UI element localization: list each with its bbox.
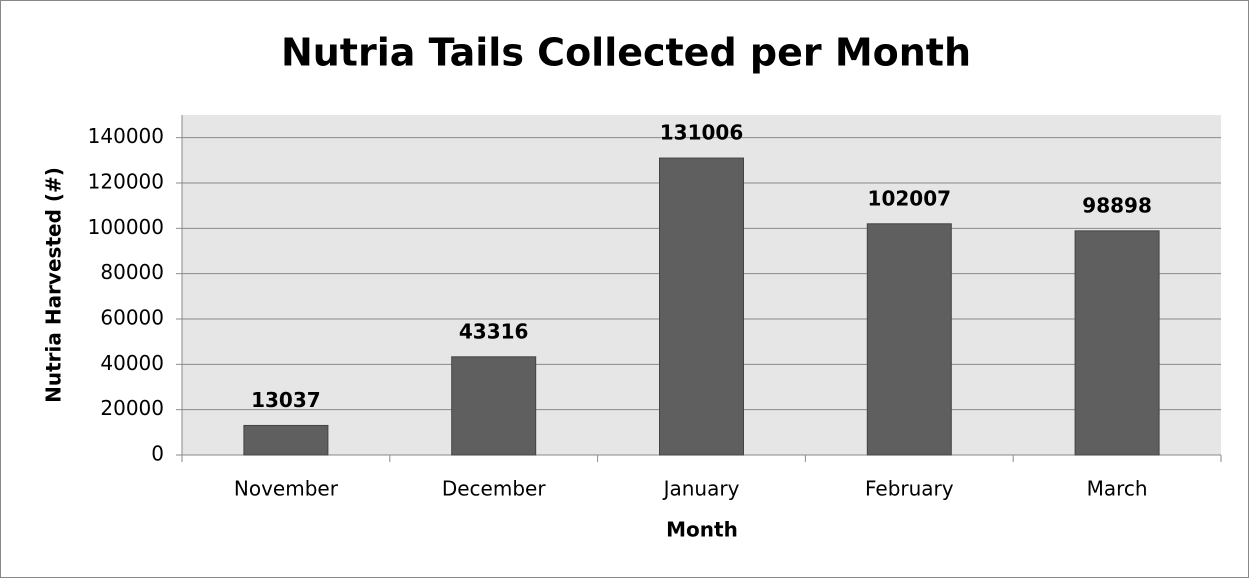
y-tick-label: 20000 bbox=[100, 396, 164, 420]
data-label: 43316 bbox=[459, 319, 529, 343]
y-tick-label: 40000 bbox=[100, 351, 164, 375]
data-label: 13037 bbox=[251, 388, 321, 412]
x-tick-label: December bbox=[442, 477, 546, 501]
y-tick-label: 120000 bbox=[88, 170, 164, 194]
y-tick-label: 0 bbox=[151, 442, 164, 466]
y-tick-label: 140000 bbox=[88, 124, 164, 148]
data-label: 131006 bbox=[660, 121, 744, 145]
x-tick-label: February bbox=[865, 477, 954, 501]
x-tick-label: November bbox=[234, 477, 339, 501]
x-axis-title: Month bbox=[666, 518, 738, 542]
bar bbox=[243, 424, 329, 456]
x-tick-label: March bbox=[1087, 477, 1148, 501]
chart-title: Nutria Tails Collected per Month bbox=[281, 31, 971, 75]
y-tick-label: 100000 bbox=[88, 215, 164, 239]
y-tick-label: 60000 bbox=[100, 306, 164, 330]
data-label: 102007 bbox=[868, 186, 952, 210]
bar bbox=[659, 157, 744, 456]
bar bbox=[1074, 230, 1160, 456]
bar bbox=[866, 223, 952, 456]
y-tick-label: 80000 bbox=[100, 260, 164, 284]
data-label: 98898 bbox=[1082, 193, 1152, 217]
x-tick-label: January bbox=[662, 477, 740, 501]
y-axis-title: Nutria Harvested (#) bbox=[42, 167, 66, 403]
bar bbox=[451, 356, 537, 456]
